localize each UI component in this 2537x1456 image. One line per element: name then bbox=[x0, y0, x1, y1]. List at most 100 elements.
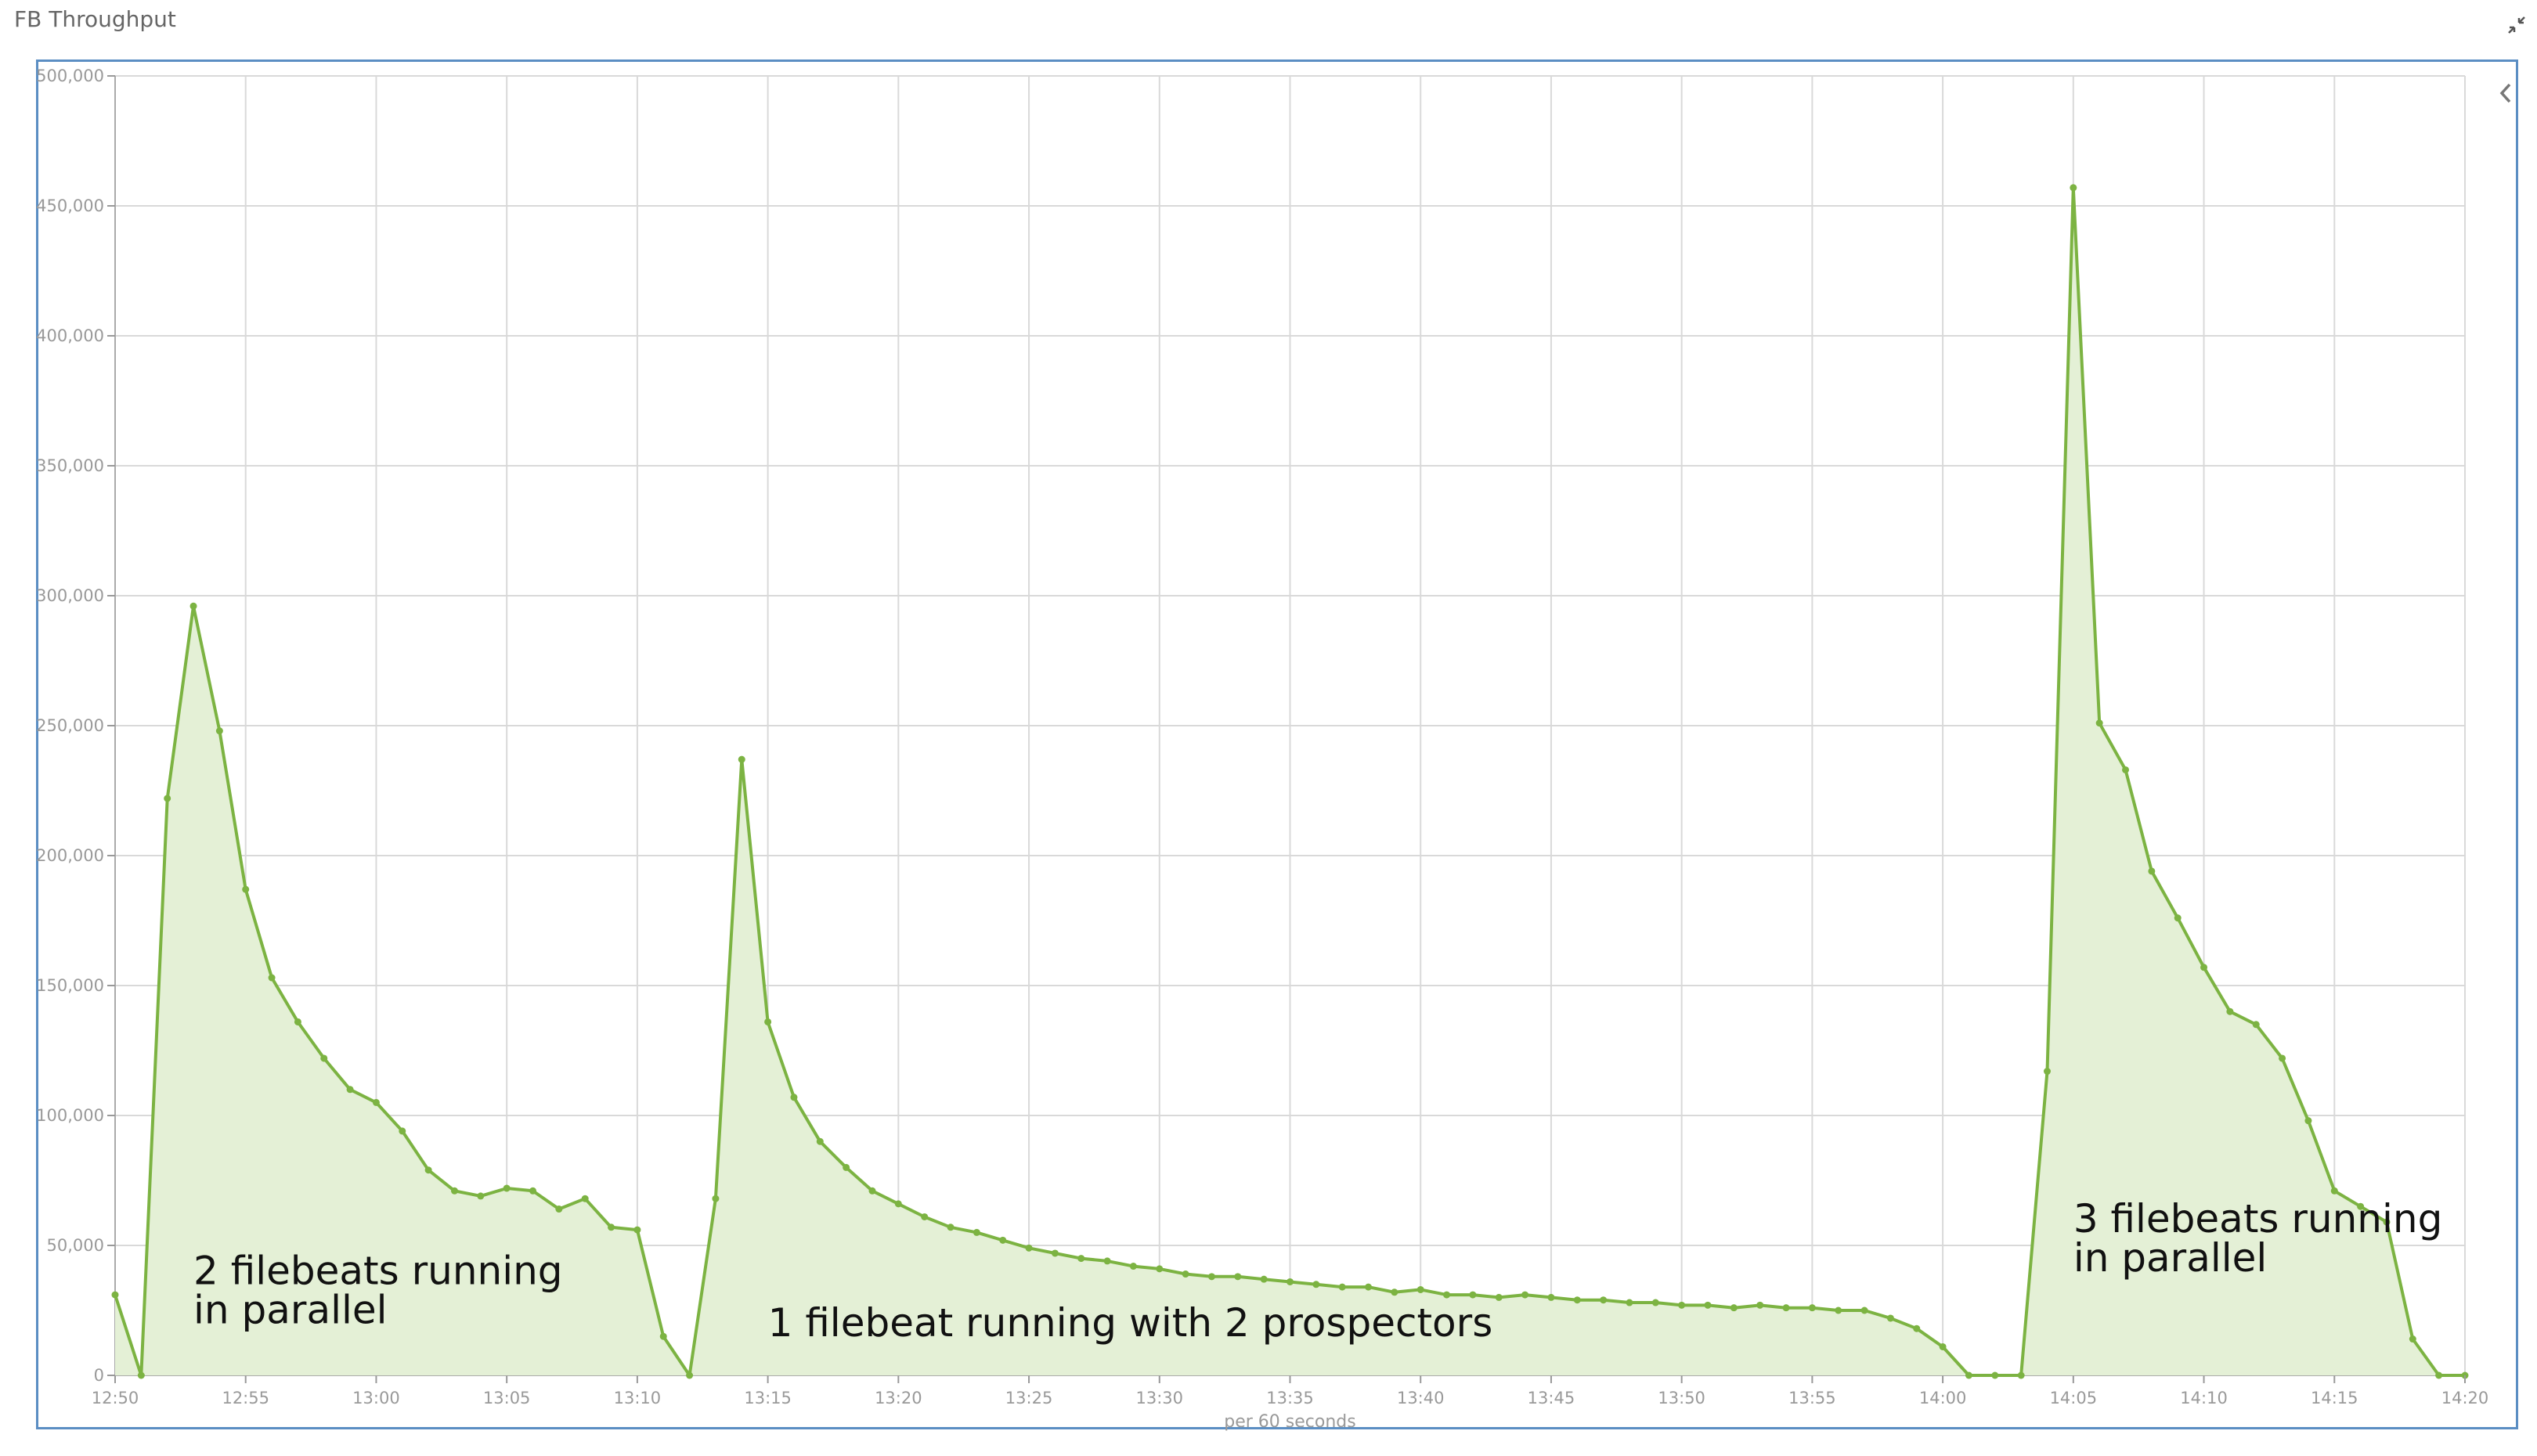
data-point bbox=[1835, 1306, 1842, 1314]
y-tick-label: 0 bbox=[94, 1366, 104, 1385]
x-tick-label: 13:30 bbox=[1136, 1389, 1184, 1407]
data-point bbox=[1600, 1296, 1608, 1304]
x-tick-label: 12:55 bbox=[222, 1389, 269, 1407]
y-tick-label: 500,000 bbox=[36, 67, 104, 85]
data-point bbox=[1156, 1265, 1164, 1273]
data-point bbox=[1338, 1283, 1346, 1291]
data-point bbox=[2226, 1007, 2234, 1015]
x-tick-label: 13:45 bbox=[1528, 1389, 1575, 1407]
data-point bbox=[999, 1236, 1007, 1244]
data-point bbox=[1365, 1283, 1373, 1291]
data-point bbox=[1678, 1301, 1686, 1309]
data-point bbox=[2017, 1371, 2025, 1379]
data-point bbox=[477, 1192, 485, 1200]
x-tick-label: 14:00 bbox=[1919, 1389, 1967, 1407]
x-tick-label: 13:35 bbox=[1266, 1389, 1314, 1407]
data-point bbox=[1416, 1285, 1424, 1293]
data-point bbox=[372, 1098, 380, 1106]
data-point bbox=[1782, 1304, 1790, 1312]
data-point bbox=[947, 1224, 955, 1231]
x-axis-ticks: 12:50 12:55 13:00 13:05 13:10 13:15 13:20 13:25… bbox=[92, 1375, 2489, 1407]
data-points bbox=[111, 184, 2469, 1379]
data-point bbox=[189, 602, 197, 610]
data-point bbox=[529, 1187, 537, 1195]
x-tick-label: 13:20 bbox=[875, 1389, 922, 1407]
y-tick-label: 250,000 bbox=[36, 716, 104, 735]
y-tick-label: 200,000 bbox=[36, 846, 104, 865]
data-point bbox=[1260, 1275, 1268, 1283]
y-tick-label: 350,000 bbox=[36, 456, 104, 475]
data-point bbox=[503, 1184, 511, 1192]
x-tick-label: 14:10 bbox=[2180, 1389, 2228, 1407]
data-point bbox=[790, 1094, 798, 1101]
annotation-text: 3 filebeats running bbox=[2073, 1196, 2442, 1242]
data-point bbox=[1287, 1278, 1294, 1285]
data-point bbox=[1704, 1301, 1712, 1309]
data-point bbox=[294, 1018, 301, 1025]
data-point bbox=[1965, 1371, 1972, 1379]
data-point bbox=[2174, 914, 2182, 922]
data-point bbox=[686, 1371, 694, 1379]
data-point bbox=[608, 1224, 615, 1231]
data-point bbox=[1886, 1314, 1894, 1322]
y-tick-label: 50,000 bbox=[47, 1236, 104, 1255]
data-point bbox=[1756, 1301, 1764, 1309]
data-point bbox=[2148, 867, 2156, 875]
data-point bbox=[1025, 1244, 1033, 1252]
y-tick-label: 450,000 bbox=[36, 196, 104, 215]
data-point bbox=[921, 1213, 929, 1220]
annotation-text: 1 filebeat running with 2 prospectors bbox=[768, 1300, 1493, 1346]
data-point bbox=[1443, 1291, 1451, 1299]
data-point bbox=[111, 1291, 119, 1299]
x-tick-label: 14:20 bbox=[2441, 1389, 2489, 1407]
data-point bbox=[2043, 1068, 2051, 1076]
annotation-text: 2 filebeats running bbox=[193, 1249, 562, 1294]
data-point bbox=[346, 1086, 354, 1094]
data-point bbox=[2409, 1335, 2416, 1343]
data-point bbox=[764, 1018, 772, 1025]
data-point bbox=[1808, 1304, 1816, 1312]
data-point bbox=[2095, 719, 2103, 727]
data-point bbox=[268, 974, 276, 982]
data-point bbox=[137, 1371, 145, 1379]
data-point bbox=[1051, 1249, 1059, 1257]
data-point bbox=[1860, 1306, 1868, 1314]
chevron-left-icon[interactable] bbox=[2496, 81, 2515, 105]
data-point bbox=[1547, 1293, 1555, 1301]
data-point bbox=[659, 1332, 667, 1340]
data-point bbox=[1129, 1263, 1137, 1270]
data-point bbox=[450, 1187, 458, 1195]
x-tick-label: 13:05 bbox=[483, 1389, 531, 1407]
y-tick-label: 100,000 bbox=[36, 1106, 104, 1125]
panel-title: FB Throughput bbox=[14, 6, 176, 32]
x-tick-label: 13:00 bbox=[352, 1389, 400, 1407]
data-point bbox=[973, 1228, 980, 1236]
data-point bbox=[1521, 1291, 1529, 1299]
data-point bbox=[215, 727, 223, 735]
data-point bbox=[2122, 766, 2130, 773]
data-point bbox=[1991, 1371, 1999, 1379]
data-point bbox=[1573, 1296, 1581, 1304]
x-tick-label: 13:25 bbox=[1005, 1389, 1053, 1407]
data-point bbox=[2330, 1187, 2338, 1195]
data-point bbox=[2383, 1218, 2391, 1226]
data-point bbox=[1913, 1324, 1921, 1332]
data-point bbox=[868, 1187, 876, 1195]
data-point bbox=[1651, 1299, 1659, 1306]
data-point bbox=[581, 1195, 589, 1202]
x-tick-label: 13:55 bbox=[1788, 1389, 1836, 1407]
data-point bbox=[2070, 184, 2077, 192]
data-point bbox=[2279, 1054, 2286, 1062]
x-tick-label: 13:40 bbox=[1397, 1389, 1445, 1407]
y-tick-label: 300,000 bbox=[36, 586, 104, 605]
data-point bbox=[1182, 1270, 1189, 1278]
data-point bbox=[164, 795, 171, 802]
data-point bbox=[2357, 1202, 2365, 1210]
x-tick-label: 13:10 bbox=[614, 1389, 662, 1407]
annotation-text: in parallel bbox=[193, 1288, 387, 1333]
collapse-arrows-icon[interactable] bbox=[2506, 14, 2528, 36]
series-area bbox=[115, 187, 2465, 1375]
data-point bbox=[1077, 1255, 1085, 1263]
